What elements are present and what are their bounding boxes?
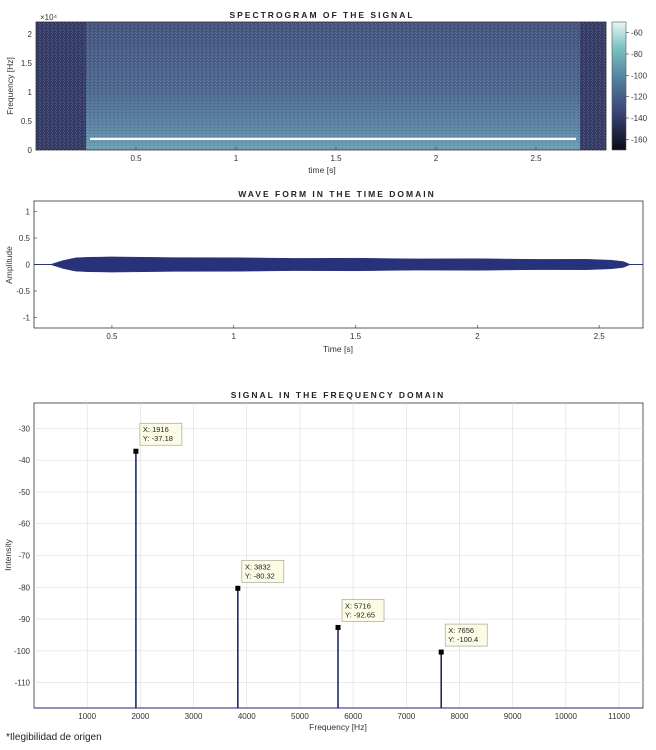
waveform-y-tick-label: -0.5: [16, 287, 30, 296]
spectrum-y-tick-label: -40: [18, 456, 30, 465]
spectrum-x-tick-label: 11000: [608, 712, 630, 721]
spectrum-panel: SIGNAL IN THE FREQUENCY DOMAIN X: 1916Y:…: [3, 390, 644, 732]
peak-marker: [438, 649, 444, 655]
spectrogram-x-tick-label: 1: [234, 154, 239, 163]
spectrum-title: SIGNAL IN THE FREQUENCY DOMAIN: [231, 390, 446, 400]
spectrum-y-tick-label: -80: [18, 583, 30, 592]
waveform-panel: WAVE FORM IN THE TIME DOMAIN 0.5 1 1.5 2 2.5…: [4, 189, 644, 354]
peak-datatip-x: X: 7656: [448, 626, 474, 635]
peak-marker: [335, 624, 341, 630]
spectrogram-y-tick-label: 1: [28, 88, 33, 97]
peak-datatip-box: [139, 422, 183, 446]
waveform-x-ticks: 0.5 1 1.5 2 2.5: [106, 325, 605, 341]
spectrogram-y-label: Frequency [Hz]: [5, 57, 15, 115]
spectrum-x-tick-label: 10000: [555, 712, 578, 721]
spectrum-x-tick-label: 4000: [238, 712, 256, 721]
spectrogram-x-tick-label: 2.5: [530, 154, 542, 163]
spectrum-y-tick-label: -60: [18, 520, 30, 529]
spectrogram-frame: [35, 21, 607, 151]
peak-marker: [133, 448, 139, 454]
spectrum-y-label: Intensity: [3, 538, 13, 570]
colorbar-tick-label: -100: [631, 71, 648, 80]
peak-datatip-box: [241, 559, 285, 583]
waveform-x-tick-label: 1.5: [350, 332, 362, 341]
spectrogram-title: SPECTROGRAM OF THE SIGNAL: [229, 10, 414, 20]
spectrogram-x-tick-label: 0.5: [130, 154, 142, 163]
spectrum-y-tick-label: -110: [15, 679, 31, 688]
spectrogram-x-tick-label: 1.5: [330, 154, 342, 163]
waveform-envelope: [50, 256, 632, 273]
waveform-x-label: Time [s]: [323, 344, 353, 354]
spectrum-x-ticks: 1000 2000 3000 4000 5000 6000 7000 8000 9000 1000…: [78, 712, 630, 721]
spectrum-x-label: Frequency [Hz]: [309, 722, 367, 732]
colorbar-tick-label: -80: [631, 50, 643, 59]
footnote: *Ilegibilidad de origen: [6, 732, 102, 743]
spectrogram-panel: SPECTROGRAM OF THE SIGNAL ×10⁴ 0.5 1 1.5 2 2…: [5, 10, 648, 175]
colorbar-tick-label: -60: [631, 29, 643, 38]
spectrogram-x-tick-label: 2: [434, 154, 439, 163]
spectrogram-x-ticks: 0.5 1 1.5 2 2.5: [130, 147, 542, 163]
waveform-y-tick-label: 1: [26, 208, 31, 217]
spectrum-x-tick-label: 9000: [504, 712, 522, 721]
spectrogram-y-tick-label: 0: [28, 146, 33, 155]
waveform-y-label: Amplitude: [4, 246, 14, 284]
spectrogram-y-tick-label: 2: [28, 30, 33, 39]
colorbar-tick-label: -120: [631, 93, 648, 102]
spectrum-x-tick-label: 1000: [78, 712, 96, 721]
waveform-x-tick-label: 2.5: [594, 332, 606, 341]
waveform-x-tick-label: 0.5: [106, 332, 118, 341]
waveform-y-tick-label: 0: [26, 261, 31, 270]
peak-datatip-box: [341, 599, 385, 622]
spectrum-y-ticks: -30 -40 -50 -60 -70 -80 -90 -100 -110: [14, 424, 31, 687]
spectrogram-x-label: time [s]: [308, 165, 335, 175]
peak-datatip-y: Y: -37.18: [143, 434, 173, 443]
spectrum-x-tick-label: 3000: [185, 712, 203, 721]
peak-marker: [235, 585, 241, 591]
waveform-y-tick-label: -1: [23, 313, 31, 322]
spectrum-x-tick-label: 6000: [344, 712, 362, 721]
spectrogram-y-ticks: 0 0.5 1 1.5 2: [21, 30, 39, 155]
peak-datatip-x: X: 1916: [143, 425, 169, 434]
peak-datatip-y: Y: -92.65: [345, 610, 375, 619]
spectrogram-noise-texture: [36, 22, 606, 150]
spectrogram-y-tick-label: 0.5: [21, 117, 33, 126]
spectrum-x-tick-label: 2000: [131, 712, 149, 721]
peak-datatip-box: [444, 623, 488, 647]
waveform-title: WAVE FORM IN THE TIME DOMAIN: [238, 189, 436, 199]
colorbar-ticks: -60 -80 -100 -120 -140 -160: [626, 29, 648, 144]
spectrum-x-tick-label: 5000: [291, 712, 309, 721]
colorbar-tick-label: -160: [631, 135, 648, 144]
spectrogram-y-tick-label: 1.5: [21, 59, 33, 68]
waveform-y-tick-label: 0.5: [19, 234, 31, 243]
spectrum-y-tick-label: -30: [18, 424, 30, 433]
waveform-x-tick-label: 1: [232, 332, 237, 341]
peak-datatip-x: X: 3832: [245, 562, 271, 571]
peak-datatip-y: Y: -80.32: [245, 571, 275, 580]
spectrogram-colorbar: [611, 21, 627, 151]
spectrum-y-tick-label: -100: [14, 647, 31, 656]
colorbar-tick-label: -140: [631, 114, 648, 123]
waveform-y-ticks: 1 0.5 0 -0.5 -1: [16, 208, 37, 322]
waveform-x-tick-label: 2: [475, 332, 480, 341]
spectrum-y-tick-label: -50: [18, 488, 30, 497]
spectrum-y-tick-label: -90: [18, 615, 30, 624]
peak-datatip-y: Y: -100.4: [448, 635, 478, 644]
spectrum-x-tick-label: 8000: [451, 712, 469, 721]
spectrum-x-tick-label: 7000: [397, 712, 415, 721]
spectrogram-y-exponent: ×10⁴: [40, 13, 58, 22]
peak-datatip-x: X: 5716: [345, 601, 371, 610]
spectrum-y-tick-label: -70: [18, 552, 30, 561]
